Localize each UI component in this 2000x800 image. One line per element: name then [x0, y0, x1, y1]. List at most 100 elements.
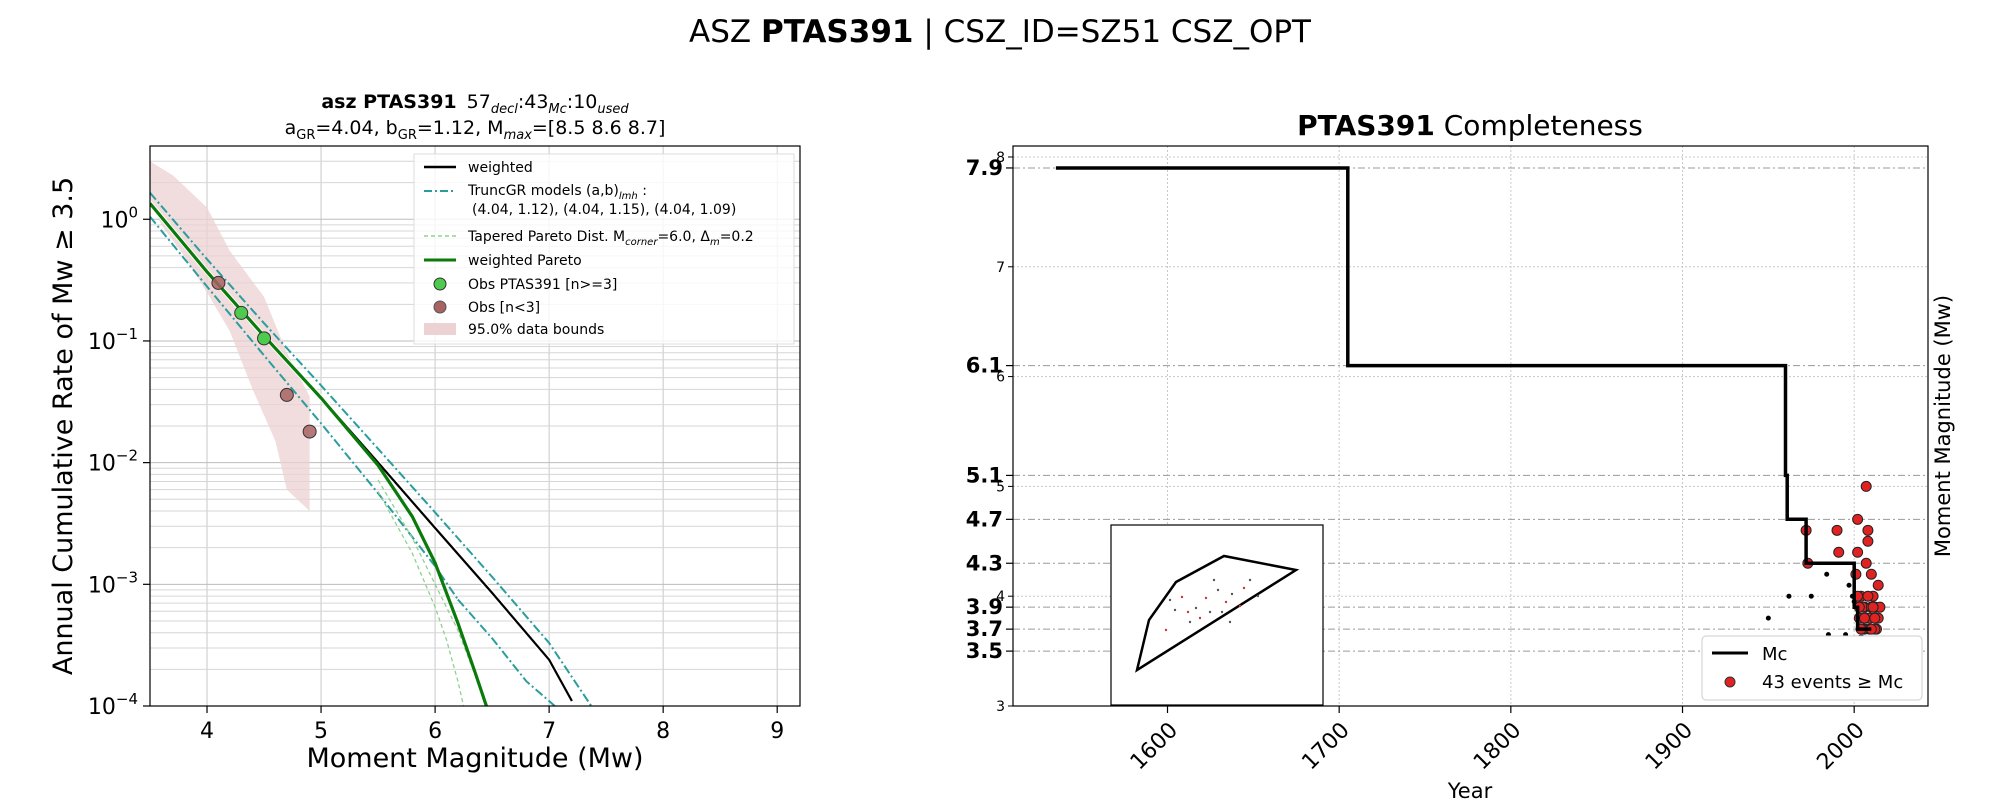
left-y-ticks: 100 10−1 10−2 10−3 10−4	[88, 203, 150, 720]
right-y-major-tick-label: 3.5	[966, 639, 1003, 663]
observation-point	[234, 305, 249, 320]
legend-label-tapered: Tapered Pareto Dist. Mcorner=6.0, Δm=0.2	[467, 229, 754, 248]
left-x-tick-label: 7	[542, 719, 556, 744]
right-y-major-tick-label: 4.3	[966, 551, 1003, 575]
observation-point	[211, 275, 226, 290]
event-point	[1862, 590, 1874, 602]
zone-polygon	[1135, 554, 1300, 673]
left-x-ticks: 4 5 6 7 8 9	[200, 706, 784, 744]
event-point	[1865, 568, 1877, 580]
event-point	[1867, 601, 1879, 613]
tapered-pareto-line	[377, 479, 488, 706]
left-legend-box	[413, 153, 795, 345]
event-point	[1862, 524, 1874, 536]
legend-label-weighted-pareto: weighted Pareto	[468, 253, 582, 269]
right-chart-panel: PTAS391 Completeness 1600 1700 1800 1900 200…	[966, 109, 1955, 800]
right-y-major-tick-label: 3.9	[966, 595, 1003, 619]
left-x-tick-label: 6	[428, 719, 442, 744]
right-x-tick-label: 1900	[1641, 718, 1698, 775]
legend-label-mc: Mc	[1762, 644, 1787, 665]
legend-label-truncgr-values: (4.04, 1.12), (4.04, 1.15), (4.04, 1.09)	[472, 202, 736, 218]
figure-title: ASZ PTAS391 | CSZ_ID=SZ51 CSZ_OPT	[689, 14, 1312, 50]
left-y-tick-label: 10−1	[88, 325, 138, 355]
event-point	[1860, 557, 1872, 569]
left-x-tick-label: 5	[314, 719, 328, 744]
right-y-ticks: 3 4 5 6 7 8 3.53.73.9 4.3 4.7 5.1 6.1 7.9	[966, 150, 1013, 715]
right-y-major-tick-label: 3.7	[966, 617, 1003, 641]
sub-mc-event-point	[1824, 571, 1830, 577]
right-y-major-tick-label: 4.7	[966, 507, 1003, 531]
right-y-minor-tick-label: 7	[996, 260, 1005, 276]
right-y-minor-tick-label: 6	[996, 370, 1005, 386]
right-x-tick-label: 1800	[1469, 718, 1526, 775]
right-x-axis-label: Year	[1447, 779, 1493, 800]
legend-swatch-bounds	[424, 323, 456, 335]
left-x-axis-label: Moment Magnitude (Mw)	[306, 743, 643, 774]
inset-map	[1110, 524, 1324, 706]
data-bounds-band	[150, 161, 310, 512]
event-point	[1862, 535, 1874, 547]
truncgr-line	[150, 216, 459, 601]
right-x-ticks: 1600 1700 1800 1900 2000	[1126, 706, 1870, 775]
sub-mc-event-point	[1846, 582, 1852, 588]
legend-label-weighted: weighted	[468, 160, 533, 176]
left-y-tick-label: 10−4	[88, 690, 138, 720]
left-observations	[211, 275, 317, 439]
left-chart-title-line2: aGR=4.04, bGR=1.12, Mmax=[8.5 8.6 8.7]	[285, 117, 666, 143]
sub-mc-event-point	[1808, 593, 1814, 599]
tapered-pareto-line	[377, 491, 465, 706]
event-point	[1858, 612, 1870, 624]
right-y-axis-label: Moment Magnitude (Mw)	[1931, 295, 1955, 557]
left-y-tick-label: 10−3	[88, 568, 138, 598]
event-point	[1831, 524, 1843, 536]
right-y-minor-tick-label: 3	[996, 699, 1005, 715]
left-legend: weighted TruncGR models (a,b)lmh : (4.04…	[413, 153, 795, 345]
left-chart-title-line1: asz PTAS391 57decl:43Mc:10used	[321, 91, 629, 117]
event-point	[1852, 513, 1864, 525]
right-legend-box	[1701, 635, 1923, 701]
truncgr-line	[150, 192, 593, 706]
left-plot-frame	[149, 145, 801, 707]
left-y-tick-label: 10−2	[88, 447, 138, 477]
right-x-tick-label: 2000	[1812, 718, 1869, 775]
weighted-pareto-line	[150, 202, 488, 706]
event-point	[1869, 612, 1881, 624]
right-chart-title: PTAS391 Completeness	[1297, 109, 1643, 142]
left-y-axis-label: Annual Cumulative Rate of Mw ≥ 3.5	[48, 177, 79, 675]
legend-label-events: 43 events ≥ Mc	[1762, 672, 1903, 693]
right-y-minor-tick-label: 5	[996, 479, 1005, 495]
legend-label-obs-lt3: Obs [n<3]	[468, 300, 540, 316]
right-x-tick-label: 1600	[1126, 718, 1183, 775]
truncgr-line	[457, 598, 556, 706]
inset-map-frame	[1110, 524, 1324, 706]
left-series-lines	[150, 192, 593, 706]
right-legend: Mc 43 events ≥ Mc	[1701, 635, 1923, 701]
sub-mc-event-point	[1786, 593, 1792, 599]
legend-label-truncgr: TruncGR models (a,b)lmh :	[467, 183, 647, 202]
left-chart-panel: asz PTAS391 57decl:43Mc:10used aGR=4.04, …	[48, 91, 801, 774]
legend-marker-obs-ge3	[433, 277, 447, 291]
right-y-minor-tick-label: 4	[996, 589, 1005, 605]
event-point	[1872, 579, 1884, 591]
event-point	[1833, 546, 1845, 558]
right-y-major-tick-label: 7.9	[966, 156, 1003, 180]
event-point	[1852, 546, 1864, 558]
inset-epicenters	[1164, 578, 1260, 632]
legend-label-bounds: 95.0% data bounds	[468, 322, 604, 338]
legend-marker-events	[1724, 676, 1736, 688]
right-y-major-tick-label: 6.1	[966, 354, 1003, 378]
sub-mc-event-point	[1765, 615, 1771, 621]
observation-point	[279, 387, 294, 402]
right-plot-frame	[1012, 145, 1929, 707]
legend-label-obs-ge3: Obs PTAS391 [n>=3]	[468, 277, 617, 293]
right-y-minor-tick-label: 8	[996, 150, 1005, 166]
observation-point	[257, 331, 272, 346]
left-x-tick-label: 9	[770, 719, 784, 744]
observation-point	[302, 424, 317, 439]
left-y-tick-label: 100	[100, 203, 138, 233]
bounds-polygon	[150, 161, 310, 512]
right-x-tick-label: 1700	[1297, 718, 1354, 775]
mc-step-line	[1055, 166, 1872, 631]
left-x-tick-label: 8	[656, 719, 670, 744]
